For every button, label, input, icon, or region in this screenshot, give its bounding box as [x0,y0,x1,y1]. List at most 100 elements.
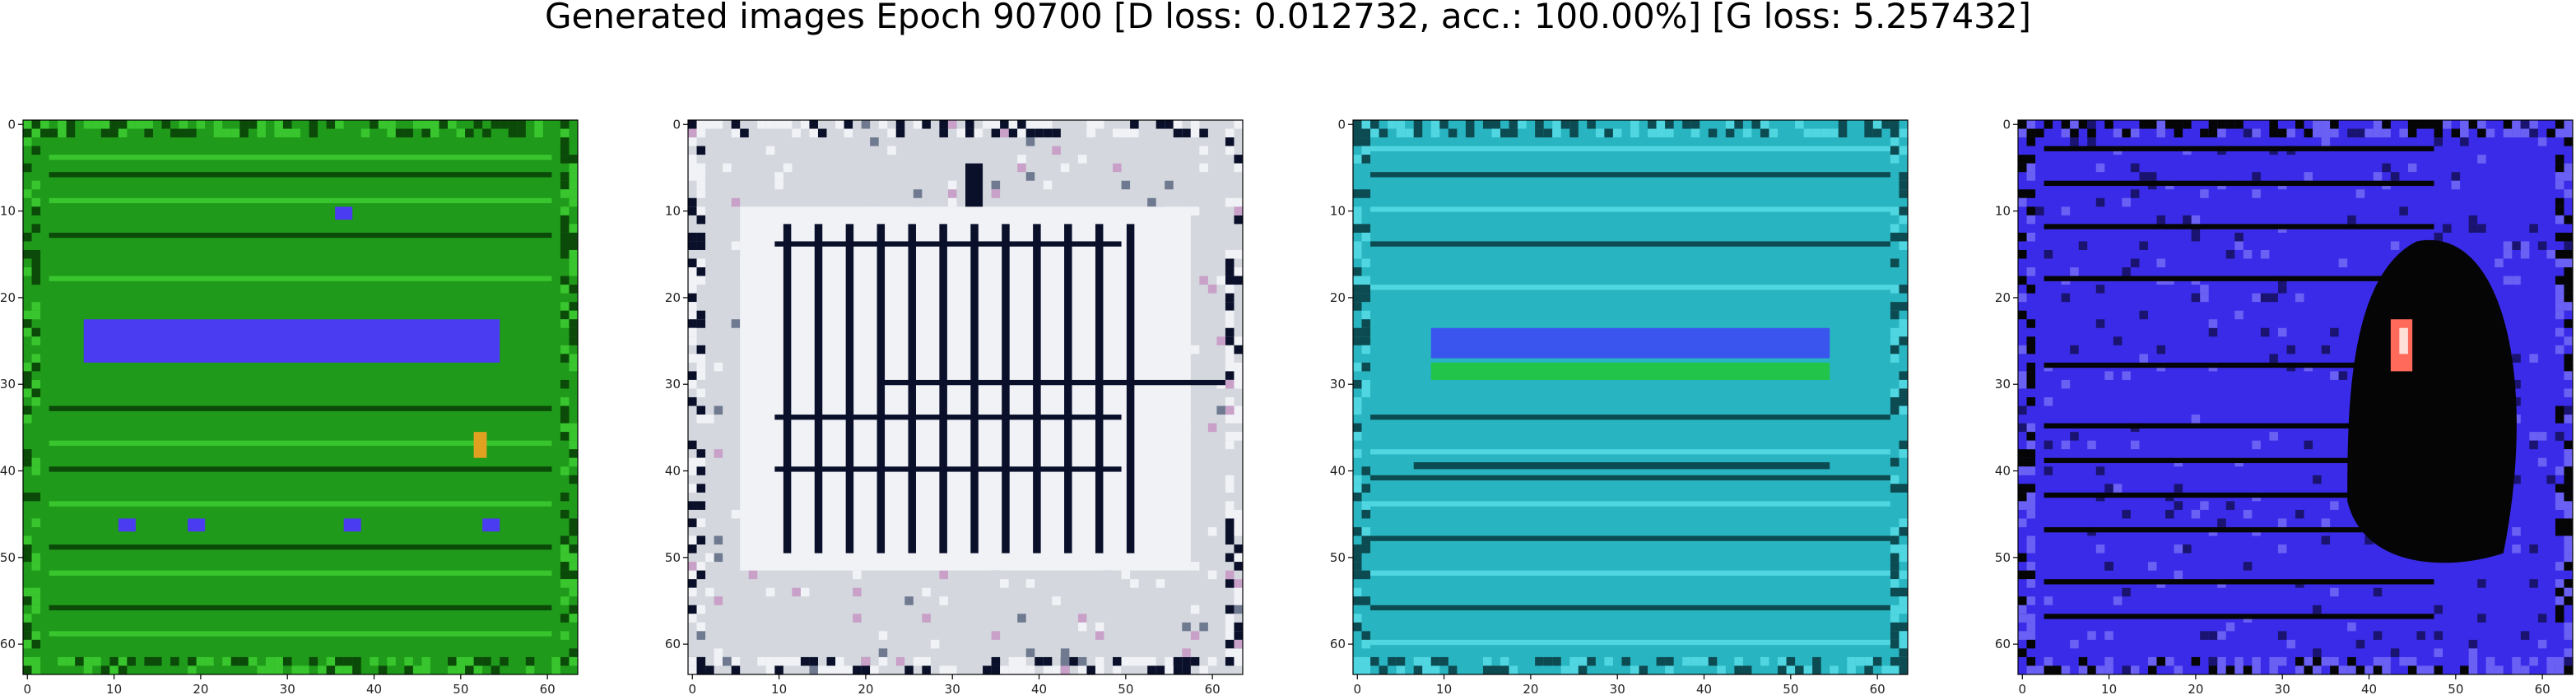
edge-noise [2564,388,2573,397]
pixel-noise [2451,172,2461,181]
edge-noise [1890,302,1899,311]
x-tick-label: 10 [2101,682,2117,695]
edge-noise [2026,631,2036,640]
axes-frame [687,119,1244,675]
pixel-noise [991,180,1001,190]
edge-noise [2555,285,2564,294]
edge-noise [560,492,570,502]
edge-noise [705,665,714,674]
edge-noise [688,232,697,242]
pixel-noise [1017,155,1026,164]
pixel-noise [2269,354,2278,363]
x-tick-label: 30 [280,682,295,695]
pixel-noise [2095,466,2105,475]
image-content [23,120,578,674]
pixel-noise [1025,579,1035,588]
edge-noise [2468,656,2478,666]
edge-noise [300,665,309,674]
edge-noise [500,656,509,666]
edge-noise [560,302,570,311]
pixel-noise [2313,475,2322,484]
pixel-noise [2485,665,2495,674]
pixel-noise [1225,570,1235,580]
pixel-noise [2191,415,2201,424]
edge-noise [560,137,570,146]
edge-noise [887,128,896,138]
edge-noise [913,656,923,666]
pixel-noise [1199,146,1208,155]
edge-noise [1225,656,1235,666]
image-content [2018,120,2573,674]
edge-noise [1890,285,1899,294]
edge-noise [1899,285,1908,294]
edge-noise [696,605,706,614]
edge-noise [2555,518,2564,527]
y-tick-label: 10 [0,204,16,219]
edge-noise [740,128,749,138]
stripe [2044,224,2434,229]
edge-noise [2460,128,2469,138]
edge-noise [135,120,145,129]
pixel-noise [861,656,871,666]
pixel-noise [1025,172,1035,181]
edge-noise [1899,302,1908,311]
edge-noise [983,120,992,129]
edge-noise [109,120,119,129]
edge-noise [1225,579,1235,588]
edge-noise [2460,120,2469,129]
edge-noise [1899,484,1908,493]
dark-line [1413,461,1830,470]
edge-noise [1439,656,1448,666]
stripe [1370,146,1890,151]
pixel-noise [2217,518,2226,527]
pixel-noise [1008,665,1018,674]
edge-noise [1812,128,1821,138]
edge-noise [1043,665,1053,674]
edge-noise [2373,665,2383,674]
pixel-noise [2286,345,2295,354]
edge-noise [326,120,336,129]
edge-noise [1155,120,1165,129]
edge-noise [1604,128,1613,138]
edge-noise [1830,665,1839,674]
edge-noise [696,206,706,215]
edge-noise [1225,614,1235,623]
edge-noise [569,457,578,467]
edge-noise [560,553,570,563]
edge-noise [188,656,197,666]
pixel-noise [2330,587,2339,597]
pixel-noise [2564,553,2573,563]
edge-noise [1786,656,1796,666]
edge-noise [2434,665,2443,674]
edge-noise [31,258,41,268]
edge-noise [2564,449,2573,458]
edge-noise [2104,120,2113,129]
edge-noise [1890,587,1899,597]
edge-noise [1890,224,1899,233]
edge-noise [1795,665,1804,674]
edge-noise [31,180,41,190]
pixel-noise [1052,596,1061,605]
edge-noise [765,665,775,674]
edge-noise [2026,535,2036,545]
edge-noise [2434,128,2443,138]
pixel-noise [1155,579,1165,588]
edge-noise [1234,405,1243,415]
pixel-noise [2321,345,2331,354]
edge-noise [2373,656,2383,666]
edge-noise [2018,345,2027,354]
edge-noise [569,267,578,276]
edge-noise [1353,215,1362,225]
pixel-noise [2330,327,2339,337]
edge-noise [1838,128,1848,138]
pixel-noise [1190,631,1200,640]
edge-noise [343,656,353,666]
edge-noise [1890,665,1899,674]
edge-noise [2373,128,2383,138]
figure-title: Generated images Epoch 90700 [D loss: 0.… [544,0,2032,36]
pixel-noise [731,509,741,519]
vertical-bar [876,224,886,554]
pixel-noise [1182,622,1191,632]
stripe [1370,501,1890,507]
edge-noise [49,128,58,138]
